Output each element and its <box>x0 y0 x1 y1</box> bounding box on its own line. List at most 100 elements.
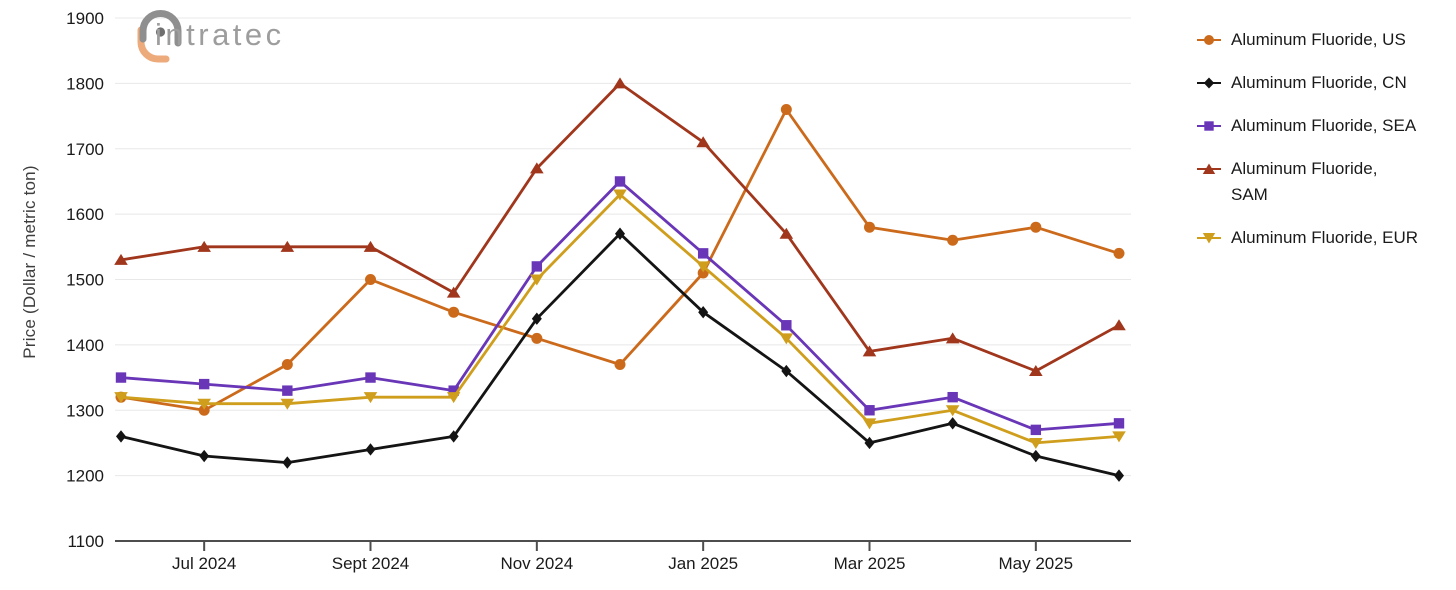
data-point-marker <box>199 449 210 463</box>
data-point-marker <box>1112 319 1126 331</box>
data-point-marker <box>280 240 295 252</box>
data-point-marker <box>197 240 211 252</box>
data-point-marker <box>779 227 794 239</box>
triangle-up-legend-marker-icon <box>1197 163 1221 174</box>
y-tick-label: 1300 <box>66 401 104 420</box>
series-line-cn <box>120 232 1120 477</box>
data-point-marker <box>530 162 544 174</box>
data-point-marker <box>613 189 627 201</box>
data-point-marker <box>197 398 211 410</box>
x-tick-label: Mar 2025 <box>834 554 906 573</box>
data-point-marker <box>448 306 460 318</box>
intratec-logo-text: intratec <box>155 17 285 52</box>
data-point-marker <box>530 274 544 286</box>
legend-label-eur: Aluminum Fluoride, EUR <box>1231 228 1419 247</box>
data-point-marker <box>448 430 459 443</box>
data-point-marker <box>1114 469 1124 482</box>
data-point-marker <box>531 261 543 272</box>
y-tick-label: 1400 <box>66 336 104 355</box>
data-point-marker <box>862 345 877 357</box>
y-tick-label: 1900 <box>66 9 104 28</box>
data-point-marker <box>1113 247 1125 259</box>
data-point-marker <box>198 404 210 416</box>
data-point-marker <box>198 378 210 390</box>
legend-item-sam[interactable]: Aluminum Fluoride, SAM <box>1196 156 1454 208</box>
series-line-sam <box>120 82 1120 373</box>
data-point-marker <box>365 372 376 383</box>
y-tick-label: 1800 <box>66 74 104 93</box>
data-point-marker <box>115 372 127 383</box>
series-line-sea <box>120 179 1120 432</box>
data-point-marker <box>1030 221 1042 233</box>
legend-item-us[interactable]: Aluminum Fluoride, US <box>1196 27 1454 53</box>
data-point-marker <box>365 274 376 285</box>
data-point-marker <box>697 248 709 259</box>
data-point-marker <box>531 312 542 325</box>
data-point-marker <box>781 364 792 378</box>
data-point-marker <box>446 286 461 298</box>
data-point-marker <box>947 417 958 430</box>
data-point-marker <box>1029 365 1043 377</box>
data-point-marker <box>614 358 626 370</box>
x-tick-label: Jan 2025 <box>668 554 738 573</box>
y-tick-label: 1600 <box>66 205 104 224</box>
data-point-marker <box>531 332 543 344</box>
data-point-marker <box>615 227 625 240</box>
data-point-marker <box>363 392 378 404</box>
legend-item-cn[interactable]: Aluminum Fluoride, CN <box>1196 70 1454 96</box>
diamond-legend-marker-icon <box>1197 77 1221 89</box>
data-point-marker <box>696 261 710 273</box>
square-legend-marker-icon <box>1197 121 1221 131</box>
data-point-marker <box>114 392 128 404</box>
legend-label-sea: Aluminum Fluoride, SEA <box>1231 116 1417 135</box>
x-tick-label: May 2025 <box>998 554 1073 573</box>
triangle-down-legend-marker-icon <box>1197 233 1221 244</box>
data-point-marker <box>864 436 875 450</box>
data-point-marker <box>696 136 710 148</box>
data-point-marker <box>864 221 875 233</box>
data-point-marker <box>1030 449 1041 463</box>
x-tick-label: Sept 2024 <box>332 554 410 573</box>
data-point-marker <box>281 358 293 370</box>
y-tick-label: 1500 <box>66 271 104 290</box>
circle-legend-marker-icon <box>1197 35 1221 45</box>
x-tick-label: Nov 2024 <box>500 554 573 573</box>
data-point-marker <box>698 305 709 319</box>
data-point-marker <box>945 405 960 417</box>
data-point-marker <box>864 405 875 416</box>
y-tick-label: 1700 <box>66 140 104 159</box>
y-axis-title: Price (Dollar / metric ton) <box>20 165 39 359</box>
legend-item-eur[interactable]: Aluminum Fluoride, EUR <box>1196 225 1454 251</box>
data-point-marker <box>614 176 626 187</box>
data-point-marker <box>613 77 627 89</box>
data-point-marker <box>280 398 295 410</box>
data-point-marker <box>947 234 959 246</box>
data-point-marker <box>282 456 293 469</box>
data-point-marker <box>779 333 794 345</box>
data-point-marker <box>116 430 126 443</box>
data-point-marker <box>448 385 459 396</box>
data-point-marker <box>1029 437 1043 449</box>
data-point-marker <box>1112 431 1126 443</box>
data-point-marker <box>363 240 378 252</box>
data-point-marker <box>947 391 958 403</box>
legend: Aluminum Fluoride, US Aluminum Fluoride, … <box>1196 27 1454 251</box>
data-point-marker <box>446 392 461 404</box>
data-point-marker <box>114 253 128 265</box>
intratec-logo: intratec <box>134 4 324 68</box>
legend-label-us: Aluminum Fluoride, US <box>1231 30 1406 49</box>
legend-label-cn: Aluminum Fluoride, CN <box>1231 73 1407 92</box>
data-point-marker <box>1030 424 1042 436</box>
data-point-marker <box>781 320 792 331</box>
legend-label-sam: Aluminum Fluoride, SAM <box>1231 159 1378 204</box>
y-tick-label: 1100 <box>67 532 104 551</box>
legend-item-sea[interactable]: Aluminum Fluoride, SEA <box>1196 113 1454 139</box>
x-tick-label: Jul 2024 <box>172 554 236 573</box>
data-point-marker <box>282 385 293 396</box>
data-point-marker <box>945 332 960 344</box>
data-point-marker <box>365 443 376 456</box>
data-point-marker <box>862 418 877 430</box>
intratec-logo-icon <box>137 10 182 63</box>
